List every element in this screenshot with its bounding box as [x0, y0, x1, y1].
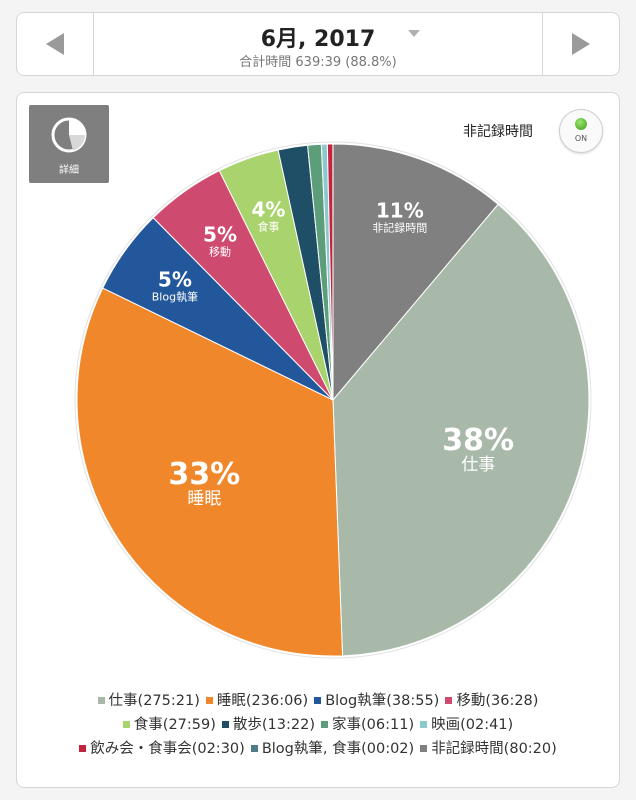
month-title[interactable]: 6月, 2017 — [260, 27, 376, 52]
next-month-button[interactable] — [542, 13, 619, 75]
chart-card: 11% 非記録時間 38% 仕事 33% 睡眠 5% Blog執筆 5% 移動 4% 食事 詳細 非記… — [16, 92, 620, 788]
legend-label: 食事(27:59) — [133, 717, 216, 733]
legend-row: 食事(27:59) 散歩(13:22) 家事(06:11) 映画(02:41) — [27, 713, 609, 737]
pie-slice-work[interactable] — [332, 203, 590, 657]
unrecorded-label: 非記録時間 — [463, 124, 533, 140]
legend-label: Blog執筆, 食事(00:02) — [261, 741, 415, 757]
legend: 仕事(275:21) 睡眠(236:06) Blog執筆(38:55) 移動(36:2… — [27, 689, 609, 761]
caret-down-icon[interactable] — [408, 30, 420, 37]
legend-swatch — [321, 720, 328, 728]
slice-name-sleep: 睡眠 — [187, 489, 221, 509]
legend-item-blog: Blog執筆(38:55) — [314, 689, 439, 713]
legend-swatch — [250, 744, 258, 752]
detail-label: 詳細 — [59, 165, 79, 176]
legend-item-drinking: 飲み会・食事会(02:30) — [79, 737, 245, 761]
legend-item-unrecorded: 非記録時間(80:20) — [420, 737, 557, 761]
detail-button[interactable]: 詳細 — [29, 105, 109, 183]
pie-chart-icon — [51, 117, 87, 153]
pie-slice-sleep[interactable] — [76, 287, 344, 657]
legend-swatch — [221, 720, 229, 728]
legend-swatch — [314, 696, 322, 704]
legend-swatch — [445, 696, 453, 704]
legend-swatch — [205, 696, 213, 704]
legend-item-movie: 映画(02:41) — [420, 713, 513, 737]
arrow-right-icon — [572, 33, 590, 55]
legend-swatch — [122, 720, 130, 728]
slice-name-meal: 食事 — [257, 219, 279, 233]
legend-swatch — [420, 720, 428, 728]
slice-percent-blog: 5% — [158, 268, 192, 292]
legend-item-blog_meal: Blog執筆, 食事(00:02) — [250, 737, 415, 761]
slice-percent-meal: 4% — [251, 197, 285, 221]
legend-row: 仕事(275:21) 睡眠(236:06) Blog執筆(38:55) 移動(36:2… — [27, 689, 609, 713]
month-selector[interactable]: 6月, 2017 合計時間 639:39 (88.8%) — [93, 13, 543, 75]
toggle-state: ON — [574, 134, 588, 143]
legend-item-move: 移動(36:28) — [445, 689, 538, 713]
status-dot-icon — [575, 118, 587, 130]
legend-label: 仕事(275:21) — [108, 693, 200, 709]
arrow-left-icon — [46, 33, 64, 55]
legend-label: 映画(02:41) — [431, 717, 514, 733]
slice-name-blog: Blog執筆 — [152, 290, 198, 304]
legend-swatch — [79, 744, 87, 752]
unrecorded-toggle[interactable]: ON — [559, 109, 603, 153]
slice-name-unrecorded: 非記録時間 — [372, 220, 427, 234]
legend-swatch — [97, 696, 105, 704]
legend-item-work: 仕事(275:21) — [97, 689, 200, 713]
legend-swatch — [420, 744, 428, 752]
slice-percent-unrecorded: 11% — [376, 198, 424, 222]
slice-percent-move: 5% — [203, 223, 237, 247]
legend-label: Blog執筆(38:55) — [325, 693, 440, 709]
legend-item-housework: 家事(06:11) — [321, 713, 414, 737]
legend-label: 家事(06:11) — [332, 717, 415, 733]
total-time: 合計時間 639:39 (88.8%) — [239, 55, 397, 70]
legend-item-walk: 散歩(13:22) — [221, 713, 315, 737]
legend-label: 飲み会・食事会(02:30) — [90, 741, 245, 757]
slice-percent-sleep: 33% — [168, 457, 240, 492]
legend-label: 散歩(13:22) — [232, 717, 315, 733]
pie-slice-unrecorded[interactable] — [332, 143, 499, 402]
slice-name-move: 移動 — [209, 245, 231, 259]
date-header: 6月, 2017 合計時間 639:39 (88.8%) — [16, 12, 620, 76]
slice-percent-work: 38% — [442, 423, 514, 458]
slice-name-work: 仕事 — [461, 455, 495, 475]
legend-label: 非記録時間(80:20) — [431, 741, 557, 757]
previous-month-button[interactable] — [17, 13, 94, 75]
legend-row: 飲み会・食事会(02:30) Blog執筆, 食事(00:02) 非記録時間(80:… — [27, 737, 609, 761]
legend-label: 移動(36:28) — [456, 693, 539, 709]
legend-label: 睡眠(236:06) — [216, 693, 309, 709]
legend-item-meal: 食事(27:59) — [122, 713, 216, 737]
legend-item-sleep: 睡眠(236:06) — [205, 689, 309, 713]
